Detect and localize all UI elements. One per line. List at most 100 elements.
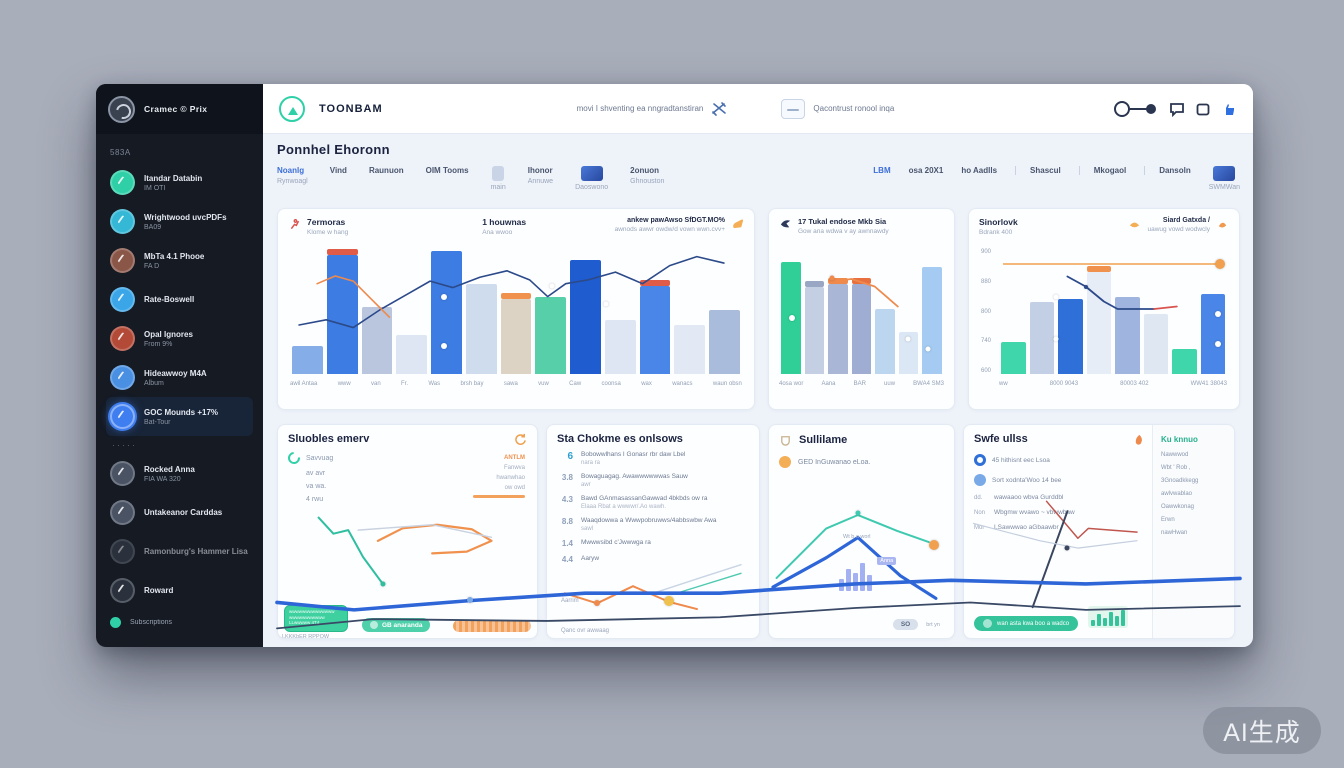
panel-e-row-number: 4.4 — [561, 555, 573, 564]
panel-safe-list[interactable]: Swfe ullss 45 hithisnt eec Lsoa Sort xodn… — [963, 424, 1235, 639]
filter-tab[interactable]: Ihonor Annuwe — [528, 166, 553, 185]
panel-g-row[interactable]: dd. wawaaoo wbva Gurddbl — [974, 494, 1146, 501]
filter-tab-label: Raunuon — [368, 166, 404, 175]
filter-tab-label: LBM — [873, 166, 891, 175]
sidebar-item[interactable]: Hideawwoy M4A Album — [106, 358, 253, 397]
filter-tab[interactable]: OIM Tooms — [426, 166, 469, 175]
panel-g-row[interactable]: Sort xodnta'Woo 14 bee — [974, 474, 1146, 486]
panel-g-side-row: Nawwwod — [1161, 452, 1189, 458]
filter-tab[interactable]: Raunuon — [369, 166, 404, 175]
sidebar-item[interactable]: Untakeanor Carddas — [106, 493, 253, 532]
panel-d-row-text: va wa. — [306, 483, 327, 490]
filter-tab[interactable]: ho Aadlls — [961, 166, 997, 175]
filter-tab[interactable]: main — [491, 166, 506, 191]
chart-bar — [1001, 341, 1026, 374]
sidebar-item-label: Opal Ignores — [144, 329, 193, 339]
sidebar-item-sub: FA D — [144, 262, 160, 270]
sidebar-item-icon — [110, 539, 135, 564]
chat-icon[interactable] — [1169, 101, 1185, 117]
sidebar-item[interactable]: Itandar Databin IM OTI — [106, 163, 253, 202]
sidebar-item-icon — [110, 248, 135, 273]
chart-bar — [804, 280, 825, 374]
filter-tab[interactable]: Daoswono — [575, 166, 608, 191]
panel-e-row: 6 Bobowwlhans I Gonasr rbr daw Lbel nara r… — [557, 451, 749, 466]
filter-tab[interactable]: osa 20X1 — [909, 166, 944, 175]
filter-tab[interactable]: 2onuon Ghnouston — [630, 166, 664, 185]
panel-line-bars[interactable]: Sinorlovk Bdrank 400 Siard Gatxda / uawu… — [968, 208, 1240, 410]
sidebar-item-label: Subscriptions — [130, 619, 173, 626]
panel-e-row-text: Bowaguagag. Awawwwwwwas Sauw awr — [581, 473, 688, 488]
panel-e-row-number: 8.8 — [561, 517, 573, 526]
refresh-icon[interactable] — [514, 433, 527, 446]
sidebar-item[interactable]: GOC Mounds +17% Bat-Tour — [106, 397, 253, 436]
sidebar-item-icon — [110, 500, 135, 525]
panel-g-footer-pill[interactable]: wan asta kwa boo a wadco — [974, 616, 1079, 631]
sidebar-items: Itandar Databin IM OTI Wrightwood uvcPDFs B… — [96, 163, 263, 647]
box-icon[interactable] — [1195, 101, 1211, 117]
panel-e-row-line2: awr — [581, 482, 591, 488]
bird-icon — [780, 220, 791, 228]
sidebar-item[interactable]: Rate-Boswell — [106, 280, 253, 319]
sidebar-item[interactable]: Wrightwood uvcPDFs BA09 — [106, 202, 253, 241]
filter-tab[interactable]: Mkogaol — [1078, 166, 1126, 175]
chart-bar — [465, 283, 497, 374]
sidebar-item-text: Rocked Anna FIA WA 320 — [144, 465, 195, 483]
panel-bar-trend[interactable]: 7ermoras Klome w hang 1 houwnas Ana wwoo… — [277, 208, 755, 410]
croissant-icon — [1130, 222, 1140, 228]
panel-d-title: Sluobles emerv — [288, 433, 370, 445]
cup-icon — [781, 436, 790, 446]
sidebar-item-icon — [110, 461, 135, 486]
panel-stables[interactable]: Sluobles emerv Savvuag av avr va wa. 4 rwu … — [277, 424, 538, 639]
teal-pill[interactable]: GB anaranda — [362, 618, 431, 632]
chart-marker — [603, 301, 609, 307]
panel-checklist[interactable]: Sta Chokme es onlsows 6 Bobowwlhans I Gon… — [546, 424, 760, 639]
sidebar-item[interactable]: Rocked Anna FIA WA 320 — [106, 454, 253, 493]
hand-icon[interactable] — [1221, 101, 1237, 117]
panel-e-row-line1: Bowaguagag. Awawwwwwwas Sauw — [581, 473, 688, 480]
top-navbar: TOONBAM movi I shventing ea nngradtansti… — [263, 84, 1253, 134]
chart-bar — [1086, 265, 1111, 374]
thumbnail-icon — [580, 166, 603, 181]
chart-lines — [284, 514, 531, 604]
search-toggle-icon[interactable] — [1113, 100, 1159, 118]
ai-watermark: AI生成 — [1203, 707, 1321, 754]
panel-e-row: 4.4 Aaryw — [557, 555, 749, 564]
panel-f-bar-cluster: Anna — [839, 557, 897, 592]
panel-g-row[interactable]: Mor LSawwwao aGbaawbr — [974, 524, 1146, 531]
filter-tab[interactable]: Shascul — [1015, 166, 1061, 175]
panel-g-row[interactable]: Non Wbgmw wvawo ~ vbwwbaw — [974, 509, 1146, 516]
orange-bar-icon — [473, 495, 525, 498]
chart-lines — [999, 249, 1227, 374]
sidebar-item-text: Opal Ignores From 9% — [144, 330, 193, 348]
panel-d-row: va wa. — [288, 483, 527, 490]
sidebar-item[interactable]: Opal Ignores From 9% — [106, 319, 253, 358]
chart-marker — [549, 283, 555, 289]
chart-bar — [500, 293, 532, 374]
filter-tab[interactable]: SWMWan — [1209, 166, 1240, 191]
panel-stacked-bars[interactable]: 17 Tukal endose Mkb Sia Gow ana wdwa v a… — [768, 208, 955, 410]
panel-g-side: Ku knnuo Nawwwod Wbt ' Rob , 3Gnoadkkegg aw… — [1152, 425, 1234, 638]
sidebar-item-icon — [110, 170, 135, 195]
filter-tab[interactable]: Dansoln — [1144, 166, 1191, 175]
orange-pill[interactable] — [453, 620, 531, 632]
panel-sullilame[interactable]: Sullilame GED InGuwanao eLoa. Wt b a wor… — [768, 424, 955, 639]
so-pill[interactable]: SO — [892, 619, 919, 630]
filter-tab[interactable]: Noanlg Rynwoagl — [277, 166, 308, 185]
panel-g-row[interactable]: 45 hithisnt eec Lsoa — [974, 454, 1146, 466]
filter-tab[interactable]: Vind — [330, 166, 347, 175]
sidebar-item[interactable]: Ramonburg's Hammer Lisa — [106, 532, 253, 571]
chart-marker — [440, 293, 447, 300]
panel-d-legend-item: ANTLM — [504, 455, 525, 461]
sidebar-item-label: Itandar Databin — [144, 173, 203, 183]
filter-tab[interactable]: LBM — [873, 166, 890, 175]
panel-a-title: 7ermoras — [307, 217, 346, 227]
filter-tab-label: osa 20X1 — [908, 166, 944, 175]
tools-icon[interactable] — [711, 101, 727, 117]
sidebar-item[interactable]: MbTa 4.1 Phooe FA D — [106, 241, 253, 280]
panel-e-row-line2: Elaaa Rbat a wwwwr/.Ao wawh. — [581, 504, 667, 510]
green-badge[interactable]: wwwwwwwwwwwwww wwwwwwwwwww LLwwwww 4T4 — [284, 605, 348, 632]
sidebar-item[interactable]: Subscriptions — [106, 610, 253, 635]
panel-e-rows: 6 Bobowwlhans I Gonasr rbr daw Lbel nara r… — [557, 451, 749, 564]
navbar-doc[interactable]: Qacontrust ronool inqa — [781, 98, 894, 119]
sidebar-item[interactable]: Roward — [106, 571, 253, 610]
